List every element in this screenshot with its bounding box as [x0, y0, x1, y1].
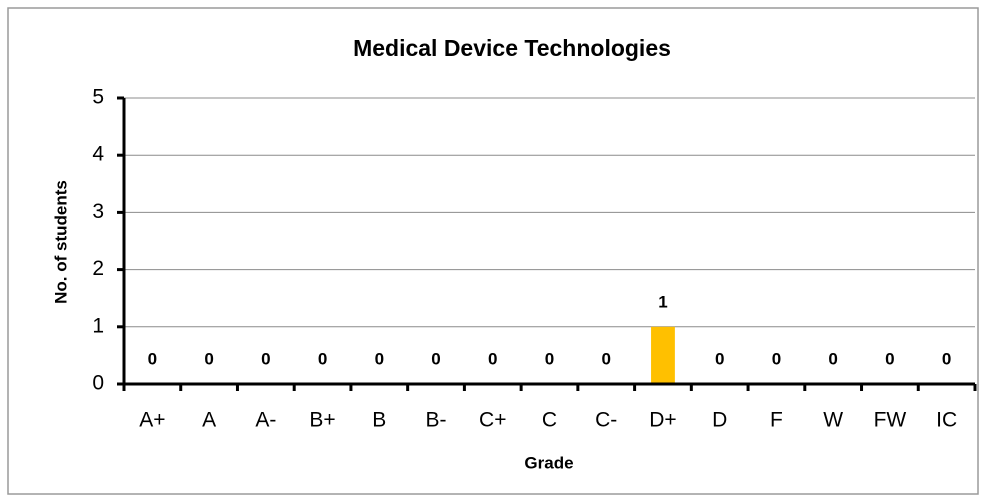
x-tick-label: C+ — [479, 409, 506, 432]
data-label: 0 — [545, 349, 554, 368]
x-tick-label: D — [712, 409, 727, 432]
x-tick-label: B- — [426, 409, 447, 432]
y-axis-title: No. of students — [51, 180, 70, 304]
x-tick-label: C- — [595, 409, 617, 432]
data-label: 0 — [375, 349, 384, 368]
x-tick-label: B+ — [309, 409, 335, 432]
y-tick-label: 2 — [92, 257, 104, 280]
data-label: 0 — [772, 349, 781, 368]
data-label: 0 — [318, 349, 327, 368]
y-tick-label: 0 — [92, 372, 104, 395]
data-label: 0 — [148, 349, 157, 368]
x-tick-label: D+ — [649, 409, 676, 432]
chart-border — [7, 7, 979, 495]
data-label: 1 — [658, 292, 667, 311]
y-tick-label: 1 — [92, 314, 104, 337]
bar — [651, 326, 675, 384]
x-tick-label: IC — [936, 409, 957, 432]
data-label: 0 — [431, 349, 440, 368]
data-label: 0 — [601, 349, 610, 368]
data-label: 0 — [942, 349, 951, 368]
y-tick-label: 4 — [92, 143, 104, 166]
data-label: 0 — [828, 349, 837, 368]
x-tick-label: W — [823, 409, 843, 432]
x-tick-label: A+ — [139, 409, 165, 432]
chart-title: Medical Device Technologies — [353, 35, 671, 61]
x-tick-label: A — [202, 409, 216, 432]
data-label: 0 — [715, 349, 724, 368]
data-label: 0 — [204, 349, 213, 368]
y-tick-label: 5 — [92, 86, 104, 109]
data-label: 0 — [885, 349, 894, 368]
x-tick-label: C — [542, 409, 557, 432]
x-tick-label: F — [770, 409, 783, 432]
y-tick-label: 3 — [92, 200, 104, 223]
x-axis-title: Grade — [524, 453, 573, 472]
x-tick-label: FW — [874, 409, 907, 432]
data-label: 0 — [488, 349, 497, 368]
data-label: 0 — [261, 349, 270, 368]
x-tick-label: B — [372, 409, 386, 432]
x-tick-label: A- — [255, 409, 276, 432]
